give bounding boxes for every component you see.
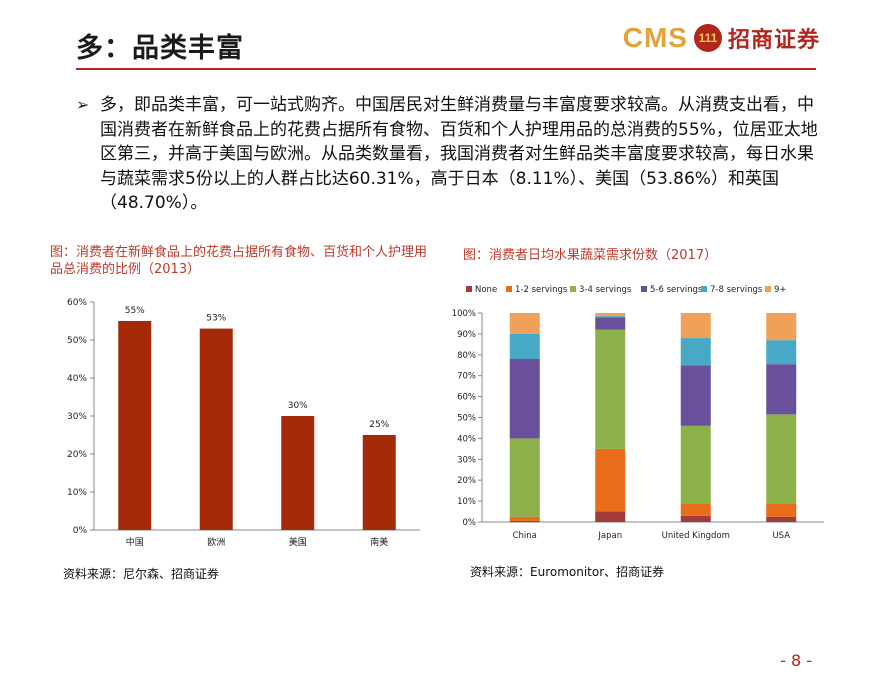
bar-data-label: 30% [288, 401, 308, 411]
y-tick-label: 70% [457, 372, 476, 382]
legend-label: 7-8 servings [710, 285, 763, 295]
stacked-bar-segment [509, 520, 540, 522]
stacked-bar-segment [766, 516, 797, 522]
stacked-bar-segment [595, 317, 626, 330]
y-tick-label: 30% [67, 412, 87, 422]
y-tick-label: 0% [463, 518, 477, 528]
legend-swatch [570, 286, 576, 292]
stacked-bar-segment [680, 338, 711, 366]
bullet-text: 多，即品类丰富，可一站式购齐。中国居民对生鲜消费量与丰富度要求较高。从消费支出看… [100, 95, 818, 213]
y-tick-label: 90% [457, 330, 476, 340]
x-tick-label: Japan [597, 531, 622, 541]
bar-data-label: 53% [206, 314, 226, 324]
stacked-bar-segment [509, 516, 540, 521]
legend-label: 3-4 servings [579, 285, 632, 295]
logo-emblem-icon: 111 [693, 24, 722, 52]
left-chart-source: 资料来源：尼尔森、招商证券 [63, 567, 220, 581]
x-tick-label: USA [772, 531, 790, 541]
x-tick-label: 欧洲 [207, 536, 225, 548]
stacked-bar-segment [680, 313, 711, 339]
y-tick-label: 40% [67, 374, 87, 384]
bar-data-label: 55% [125, 306, 145, 316]
stacked-bar-segment [595, 313, 626, 317]
stacked-bar-segment [595, 448, 626, 512]
y-tick-label: 60% [67, 298, 87, 308]
y-tick-label: 20% [457, 476, 476, 486]
x-tick-label: 南美 [370, 536, 388, 548]
bar [362, 435, 396, 530]
spending-share-bar-chart: 0% 10% 20% 30% 40% 50% 60% 55% 中国 53% 欧洲 30% 美国 25% 南美 [67, 298, 420, 548]
bar [281, 416, 315, 530]
stacked-bar-segment [509, 438, 540, 517]
right-chart-caption: 图：消费者日均水果蔬菜需求份数（2017） [463, 248, 718, 263]
y-tick-label: 80% [457, 351, 476, 361]
x-tick-label: United Kingdom [662, 531, 730, 541]
stacked-bar-segment [680, 503, 711, 516]
right-chart-source: 资料来源：Euromonitor、招商证券 [470, 565, 665, 579]
stacked-bar-segment [595, 329, 626, 449]
legend-swatch [466, 286, 472, 292]
stacked-bar-segment [680, 365, 711, 426]
stacked-bar-segment [509, 333, 540, 359]
stacked-bar-segment [680, 515, 711, 522]
legend-label: None [475, 285, 497, 295]
legend-swatch [701, 286, 707, 292]
bar-data-label: 25% [369, 420, 389, 430]
y-tick-label: 0% [73, 526, 88, 536]
bar [199, 328, 233, 530]
fruit-veg-servings-stacked-chart: None 1-2 servings 3-4 servings 5-6 servings… [452, 285, 824, 541]
left-chart-caption: 图：消费者在新鲜食品上的花费占据所有食物、百货和个人护理用品总消费的比例（201… [50, 245, 428, 277]
x-tick-label: China [513, 531, 537, 541]
legend-swatch [506, 286, 512, 292]
logo-name: 招商证券 [727, 28, 820, 53]
y-tick-label: 60% [457, 393, 476, 403]
stacked-bar-segment [766, 313, 797, 341]
bar [118, 321, 152, 530]
stacked-bar-segment [595, 316, 626, 318]
page-title: 多：品类丰富 [76, 33, 244, 64]
y-tick-label: 40% [457, 434, 476, 444]
y-tick-label: 10% [67, 488, 87, 498]
stacked-bar-segment [766, 414, 797, 504]
bullet-paragraph: ➢ 多，即品类丰富，可一站式购齐。中国居民对生鲜消费量与丰富度要求较高。从消费支… [76, 93, 830, 216]
legend-label: 5-6 servings [650, 285, 703, 295]
stacked-bar-segment [509, 313, 540, 334]
stacked-bar-segment [595, 511, 626, 522]
legend-swatch [641, 286, 647, 292]
y-tick-label: 10% [457, 497, 476, 507]
y-tick-label: 50% [457, 414, 476, 424]
legend-swatch [765, 286, 771, 292]
y-tick-label: 30% [457, 455, 476, 465]
stacked-bar-segment [766, 503, 797, 517]
legend-label: 1-2 servings [515, 285, 568, 295]
y-tick-label: 100% [452, 309, 476, 319]
logo-brand: CMS [622, 22, 688, 53]
stacked-bar-segment [509, 358, 540, 439]
page-number: - 8 - [780, 651, 812, 670]
stacked-bar-segment [766, 364, 797, 415]
x-tick-label: 中国 [126, 536, 144, 548]
arrow-right-icon: ➢ [76, 95, 90, 114]
legend-label: 9+ [774, 285, 787, 295]
stacked-bar-segment [680, 425, 711, 504]
y-tick-label: 20% [67, 450, 87, 460]
stacked-bar-segment [766, 340, 797, 365]
x-tick-label: 美国 [289, 536, 307, 548]
y-tick-label: 50% [67, 336, 87, 346]
company-logo: CMS 111 招商证券 [623, 22, 820, 54]
title-divider [76, 68, 816, 70]
